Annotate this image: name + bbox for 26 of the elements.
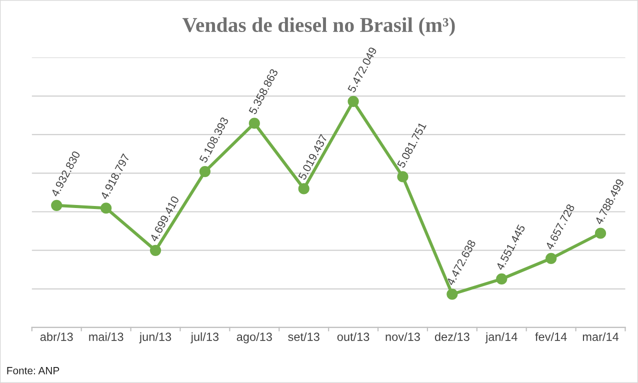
point: [248, 118, 260, 129]
point: [150, 244, 162, 256]
point: [546, 252, 557, 264]
x-tick-label: ago/13: [236, 332, 272, 344]
x-tick-label: dez/13: [434, 332, 470, 341]
x-tick-label: abr/13: [40, 332, 73, 341]
point: [594, 228, 606, 239]
chart-title: Vendas de diesel no Brasil (m³): [182, 17, 455, 36]
point: [100, 202, 112, 214]
point: [199, 166, 211, 178]
x-tick-label: set/13: [288, 332, 320, 341]
point: [51, 200, 62, 211]
x-tick-label: mai/13: [89, 332, 124, 341]
x-tick-label: jan/14: [485, 332, 518, 344]
x-tick-label: mar/14: [582, 332, 619, 341]
x-tick-label: jun/13: [139, 332, 172, 344]
point: [397, 171, 408, 182]
point: [446, 288, 458, 300]
x-tick-label: fev/14: [535, 332, 567, 341]
point: [348, 96, 359, 107]
source-note: Fonte: ANP: [7, 367, 60, 374]
x-tick-label: jul/13: [190, 332, 219, 344]
x-tick-label: out/13: [337, 332, 370, 341]
x-tick-label: nov/13: [386, 332, 420, 341]
point: [298, 183, 310, 194]
point: [496, 273, 508, 285]
